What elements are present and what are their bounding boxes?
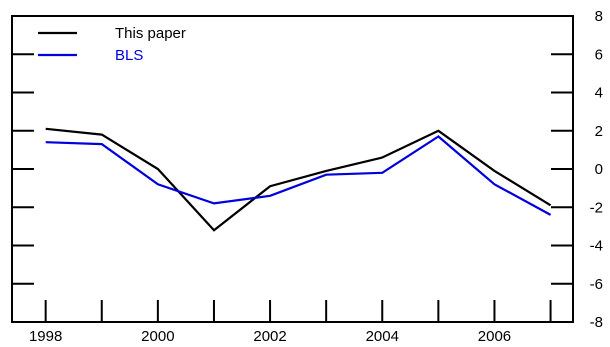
x-tick-label: 1998 [29,328,62,345]
y-tick-label: -2 [590,199,603,216]
y-tick-label: 6 [595,46,603,63]
series-line-bls [45,135,552,216]
plot-border [11,15,574,323]
x-tick-label: 2004 [366,328,399,345]
legend-label: This paper [115,25,186,42]
x-ticks: 1998 2000 2002 2004 2006 [29,300,552,345]
legend: This paper BLS [38,25,186,64]
y-tick-label: 2 [595,123,603,140]
y-tick-label: 0 [595,161,603,178]
series-lines [45,127,552,232]
y-ticks: 8 6 4 2 0 -2 -4 -6 -8 [12,8,603,331]
x-tick-label: 2000 [141,328,174,345]
x-tick-label: 2002 [253,328,286,345]
y-tick-label: 8 [595,8,603,25]
series-line-this-paper [45,127,552,232]
y-tick-label: 4 [595,85,603,102]
y-tick-label: -8 [590,314,603,331]
y-tick-label: -4 [590,238,603,255]
legend-label: BLS [115,47,143,64]
plot-frame [11,15,574,323]
y-tick-label: -6 [590,276,603,293]
x-tick-label: 2006 [478,328,511,345]
